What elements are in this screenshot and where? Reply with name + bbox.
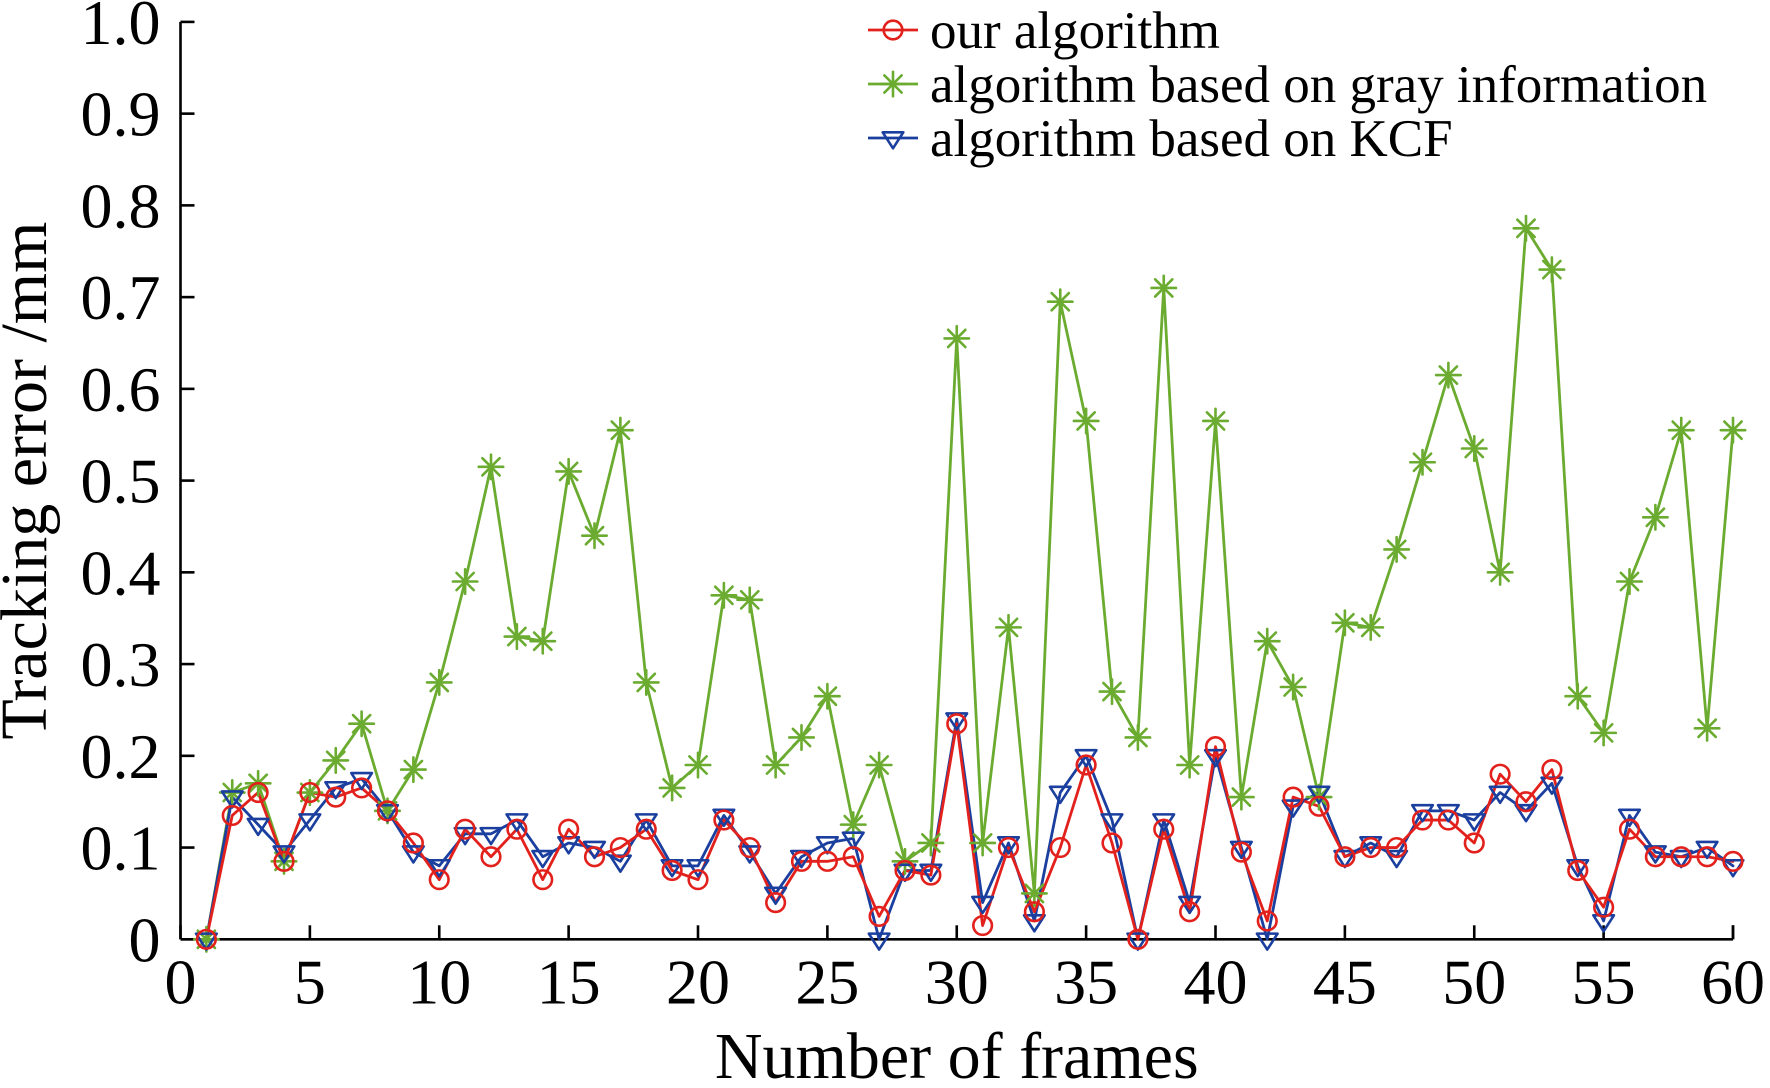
svg-text:Number of frames: Number of frames xyxy=(715,1020,1199,1088)
svg-text:1.0: 1.0 xyxy=(81,0,161,58)
svg-text:45: 45 xyxy=(1313,946,1377,1017)
svg-text:0.5: 0.5 xyxy=(81,446,161,517)
svg-text:60: 60 xyxy=(1701,946,1765,1017)
svg-text:0: 0 xyxy=(129,904,161,975)
svg-text:algorithm based on KCF: algorithm based on KCF xyxy=(930,110,1453,168)
svg-text:10: 10 xyxy=(407,946,471,1017)
svg-text:50: 50 xyxy=(1442,946,1506,1017)
svg-text:30: 30 xyxy=(925,946,989,1017)
svg-text:15: 15 xyxy=(537,946,601,1017)
svg-text:algorithm based on gray inform: algorithm based on gray information xyxy=(930,56,1707,114)
svg-text:5: 5 xyxy=(294,946,326,1017)
svg-text:0.9: 0.9 xyxy=(81,79,161,150)
svg-text:Tracking error /mm: Tracking error /mm xyxy=(0,222,61,740)
svg-text:our algorithm: our algorithm xyxy=(930,2,1220,60)
svg-text:0.7: 0.7 xyxy=(81,262,161,333)
svg-text:0: 0 xyxy=(165,946,197,1017)
svg-text:40: 40 xyxy=(1184,946,1248,1017)
svg-text:0.4: 0.4 xyxy=(81,537,161,608)
svg-text:20: 20 xyxy=(666,946,730,1017)
svg-text:35: 35 xyxy=(1054,946,1118,1017)
svg-text:55: 55 xyxy=(1572,946,1636,1017)
svg-text:0.6: 0.6 xyxy=(81,354,161,425)
svg-text:0.3: 0.3 xyxy=(81,629,161,700)
svg-text:0.2: 0.2 xyxy=(81,721,161,792)
svg-text:0.8: 0.8 xyxy=(81,170,161,241)
svg-text:0.1: 0.1 xyxy=(81,813,161,884)
svg-text:25: 25 xyxy=(795,946,859,1017)
